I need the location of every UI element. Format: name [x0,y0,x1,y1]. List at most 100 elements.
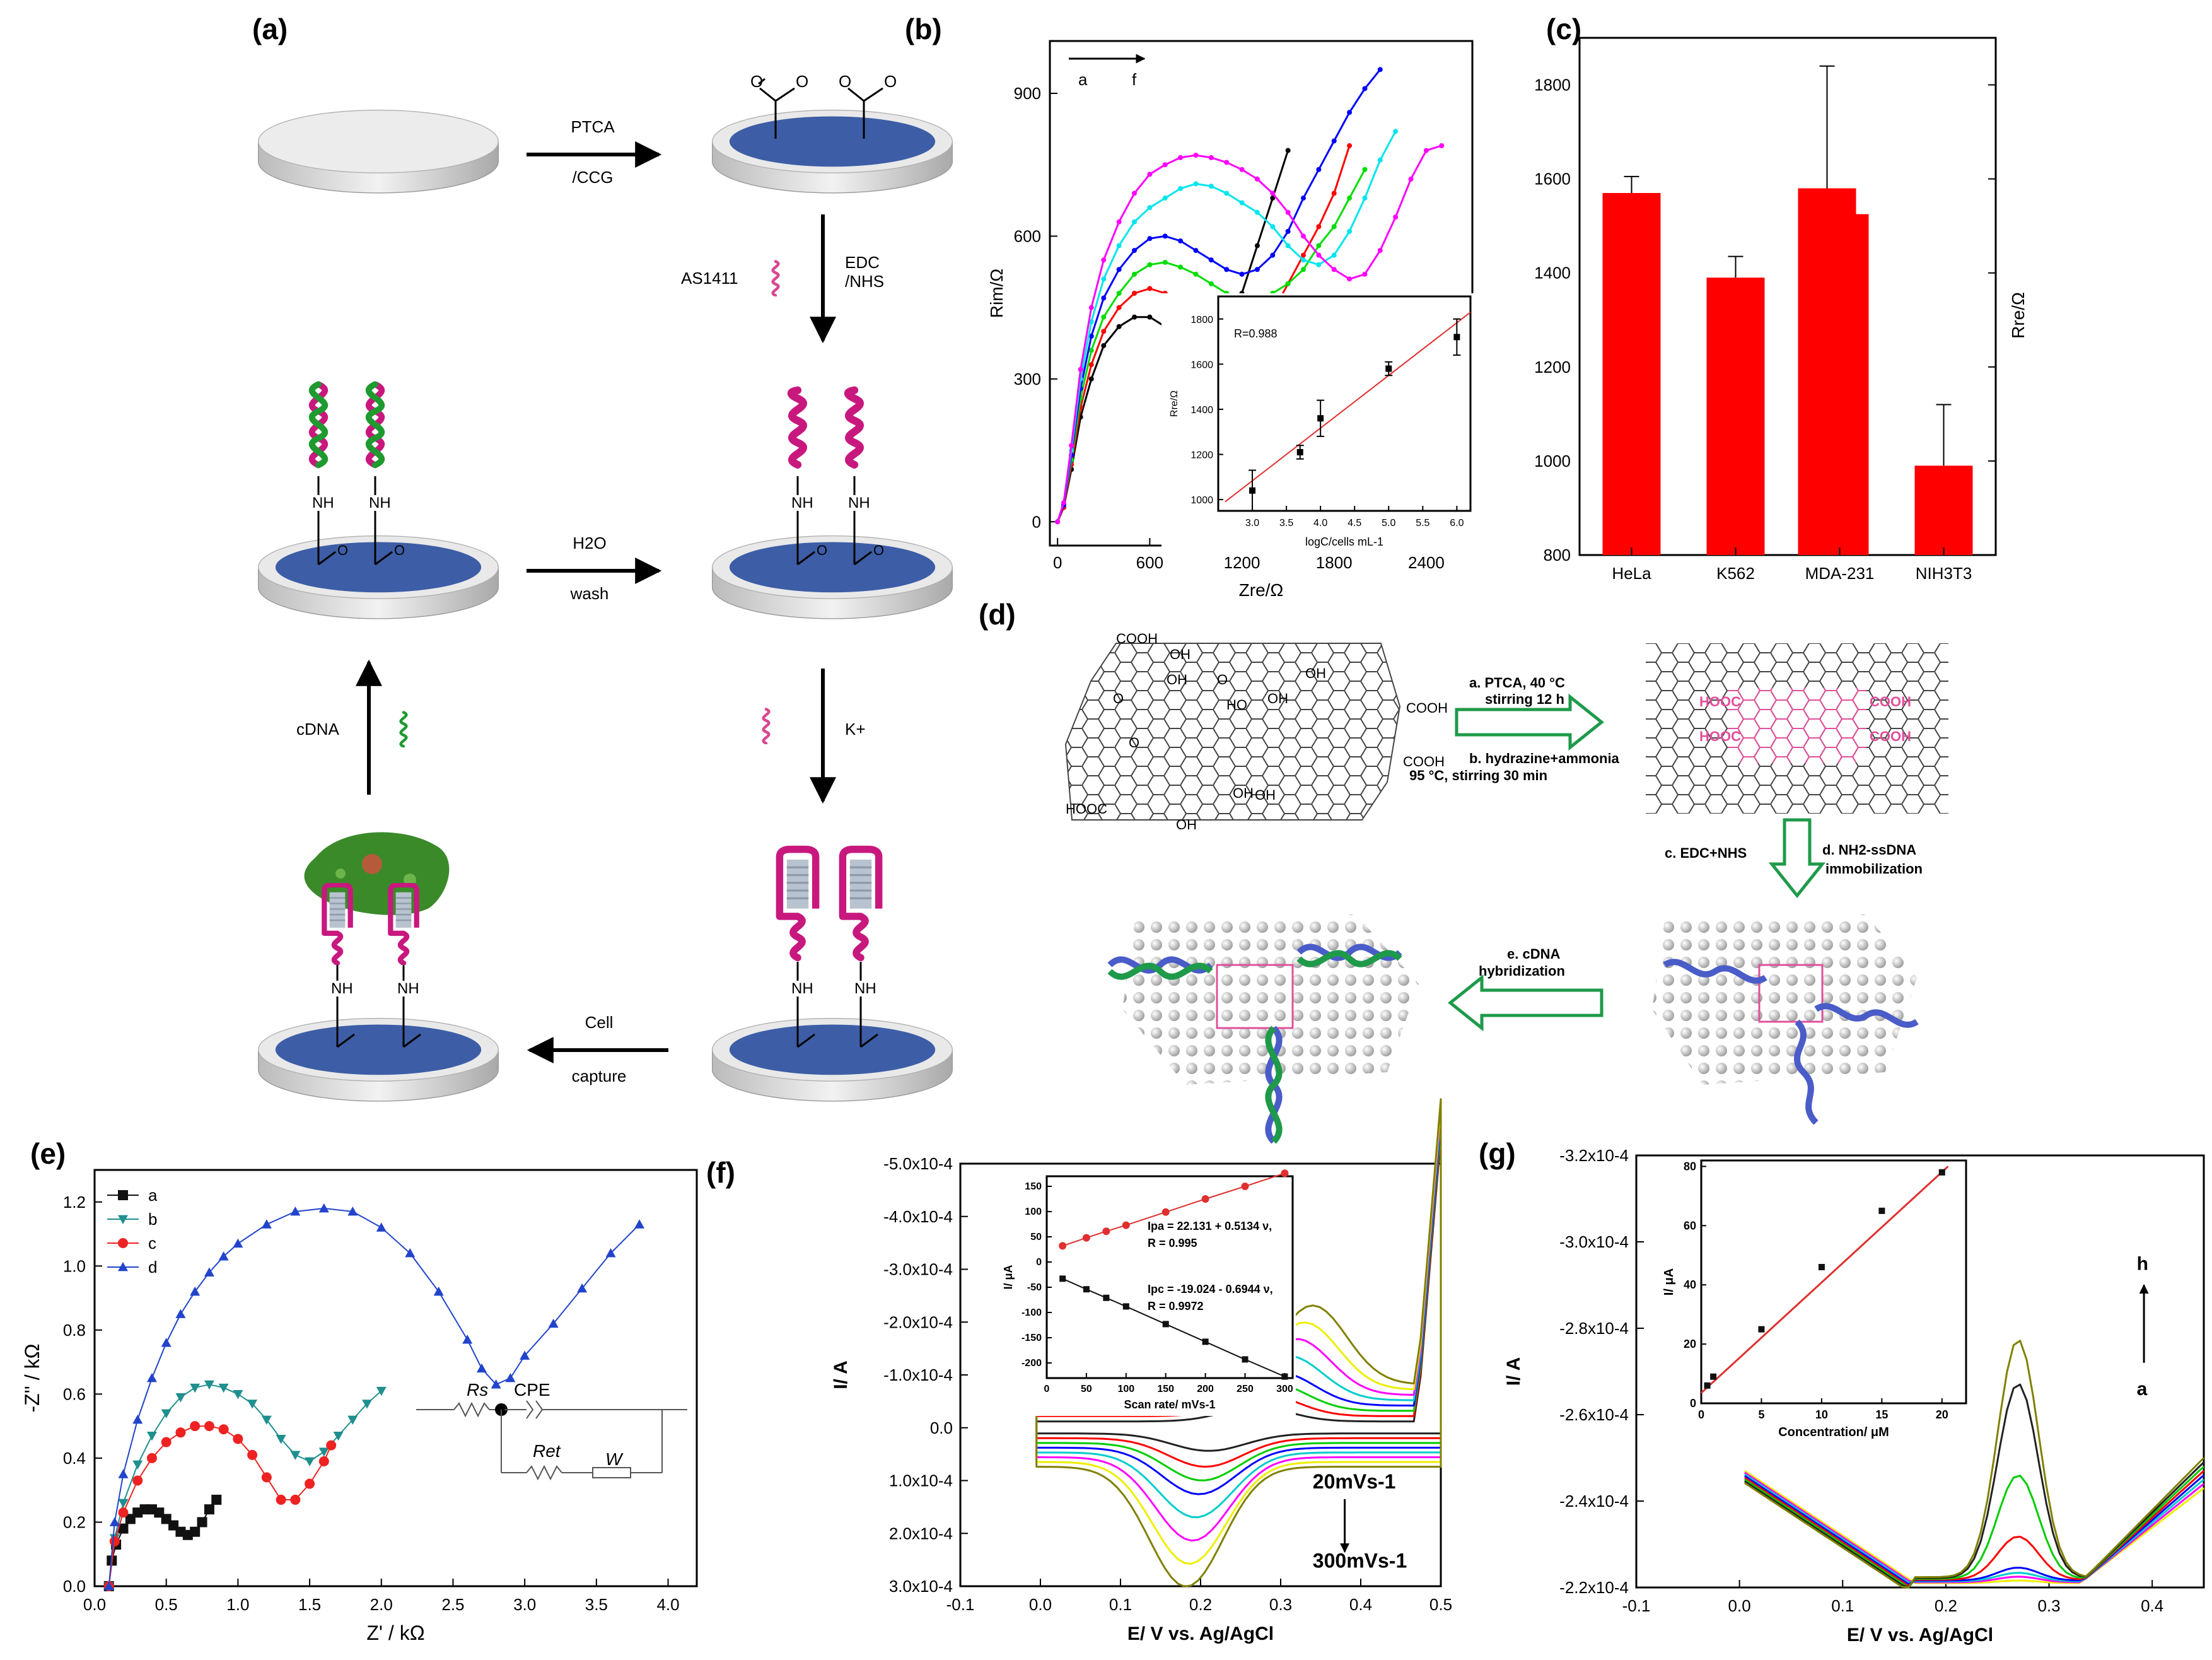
e-legend-marker-c [118,1238,128,1248]
step-e2-label: hybridization [1479,963,1565,979]
step-d-label: d. NH2-ssDNA [1822,842,1916,858]
b-inset-xlabel: logC/cells mL-1 [1305,535,1383,548]
electrode-aptamer [712,535,953,619]
f-inset-pc-point-3 [1122,1303,1129,1310]
g-ytick-label-1: -3.0x10-4 [1559,1232,1629,1251]
panel-label-c: (c) [1546,13,1581,45]
b-point-d-8 [1147,236,1153,242]
rgo-cooh-1: COOH [1870,694,1911,710]
b-point-f-16 [1270,190,1276,196]
e-legend-label-c: c [148,1234,156,1253]
f-inset-pa-point-3 [1122,1221,1130,1229]
panel-d: (d) COOH COOH COOH HOOC OH OH OH HO OH O… [979,598,1948,1144]
go-cooh-3: COOH [1403,754,1445,769]
g-dpv-curve-2 [1743,1473,2204,1584]
b-point-d-14 [1239,271,1245,277]
g-dpv-curve-0 [1743,1470,2204,1584]
g-xtick-label-4: 0.3 [2037,1596,2060,1615]
f-ytick-label-4: -1.0x10-4 [883,1365,953,1384]
e-point-d-3 [132,1415,143,1424]
b-inset-ytick-label-1: 1200 [1190,450,1213,461]
b-inset-ytick-label-3: 1600 [1190,359,1213,370]
e-point-a-16 [211,1494,222,1505]
b-point-e-12 [1208,184,1214,189]
b-xtick-label-1: 600 [1136,553,1163,572]
e-point-d-20 [491,1379,501,1389]
go-cooh-1: COOH [1116,631,1158,646]
e-point-c-12 [261,1472,272,1483]
nh-label-7: NH [331,980,353,997]
f-xtick-label-0: -0.1 [946,1595,975,1614]
b-point-f-19 [1316,252,1322,258]
e-legend-label-d: d [148,1258,157,1277]
b-point-d-9 [1162,233,1168,239]
o-label-4: O [394,542,405,558]
b-series-a [1056,150,1289,522]
c-bar-K562 [1706,278,1765,555]
b-point-c-18 [1301,267,1306,272]
f-ytick-label-2: -3.0x10-4 [883,1260,953,1279]
f-inset-pc-point-1 [1083,1286,1090,1293]
b-point-e-9 [1162,196,1168,201]
b-inset-point-2 [1317,415,1324,422]
e-point-c-10 [233,1434,243,1444]
b-inset-xtick-label-4: 5.0 [1382,518,1395,529]
g-inset-ytick-label-2: 40 [1684,1278,1696,1291]
b-ytick-label-3: 900 [1014,84,1041,103]
panel-label-f: (f) [706,1156,735,1189]
electrode-dsdna [258,535,499,619]
e-xtick-label-0: 0.0 [83,1595,106,1614]
b-point-d-16 [1270,252,1276,258]
chart-e: 0.0 0.5 1.0 1.5 2.0 2.5 3.0 3.5 4.0 0.0 0.2 0.4 0.6 0… [21,1169,698,1644]
panel-b: (b) 0 600 1200 1800 2400 0 300 600 900 Zre/Ω Rim/Ω… [905,13,1474,600]
b-point-d-7 [1132,248,1137,254]
f-ytick-label-6: 1.0x10-4 [889,1471,953,1490]
b-point-b-19 [1316,224,1322,230]
b-point-e-20 [1331,252,1337,258]
g-ytick-label-5: -2.2x10-4 [1559,1578,1629,1597]
dsdna-graphene-model [1107,915,1419,1144]
b-ytick-label-2: 600 [1014,226,1041,245]
g-dpv-curve-7 [1743,1340,2205,1589]
e-point-b-12 [261,1415,272,1425]
e-point-d-2 [118,1469,129,1478]
aptamer-strand-1 [791,390,803,465]
f-inset-ytick-label-1: -150 [1022,1333,1042,1343]
e-xtick-label-6: 3.0 [513,1595,536,1614]
g-ytick-label-4: -2.4x10-4 [1559,1492,1629,1511]
f-xlabel: E/ V vs. Ag/AgCl [1127,1623,1274,1644]
g-ytick-label-0: -3.2x10-4 [1559,1146,1629,1165]
f-inset-pc-point-7 [1281,1373,1288,1380]
panel-g: (g) -0.1 0.0 0.1 0.2 0.3 0.4 -3.2x10-4 -3.0x10-… [1479,1137,2205,1645]
g-annotation-end: h [2137,1254,2148,1275]
step2-label-bottom: /NHS [845,272,884,291]
b-point-b-4 [1088,362,1094,368]
f-inset-eq-pc: Ipc = -19.024 - 0.6944 ν, [1148,1283,1273,1295]
go-oh-6: OH [1255,787,1276,803]
c-ytick-label-4: 1600 [1534,170,1571,189]
b-point-e-10 [1178,185,1184,191]
e-point-d-14 [347,1207,358,1216]
f-inset-xtick-label-2: 100 [1117,1384,1134,1394]
e-point-b-19 [362,1400,373,1409]
f-inset-pc-point-2 [1103,1294,1110,1301]
b-xtick-label-4: 2400 [1408,553,1445,572]
b-point-d-5 [1101,295,1107,301]
g-inset-point-0 [1704,1382,1711,1389]
e-point-d-12 [290,1207,301,1216]
chart-f-inset: 0 50 100 150 200 250 300 -200 -150 -100 -50 0 50 100 1… [999,1169,1296,1416]
b-point-d-11 [1193,248,1199,254]
c-ytick-label-1: 1000 [1534,452,1571,471]
b-point-c-21 [1347,196,1353,201]
b-point-c-4 [1088,348,1094,353]
f-ytick-label-0: -5.0x10-4 [883,1154,953,1173]
b-point-c-20 [1331,224,1337,230]
g-xtick-label-0: -0.1 [1622,1596,1651,1615]
b-point-e-19 [1316,262,1322,267]
step5-label-top: Cell [585,1013,614,1032]
f-inset-xlabel: Scan rate/ mVs-1 [1124,1398,1215,1411]
e-point-d-1 [109,1517,120,1526]
g-xlabel: E/ V vs. Ag/AgCl [1847,1625,1993,1645]
b-point-f-26 [1423,148,1429,153]
